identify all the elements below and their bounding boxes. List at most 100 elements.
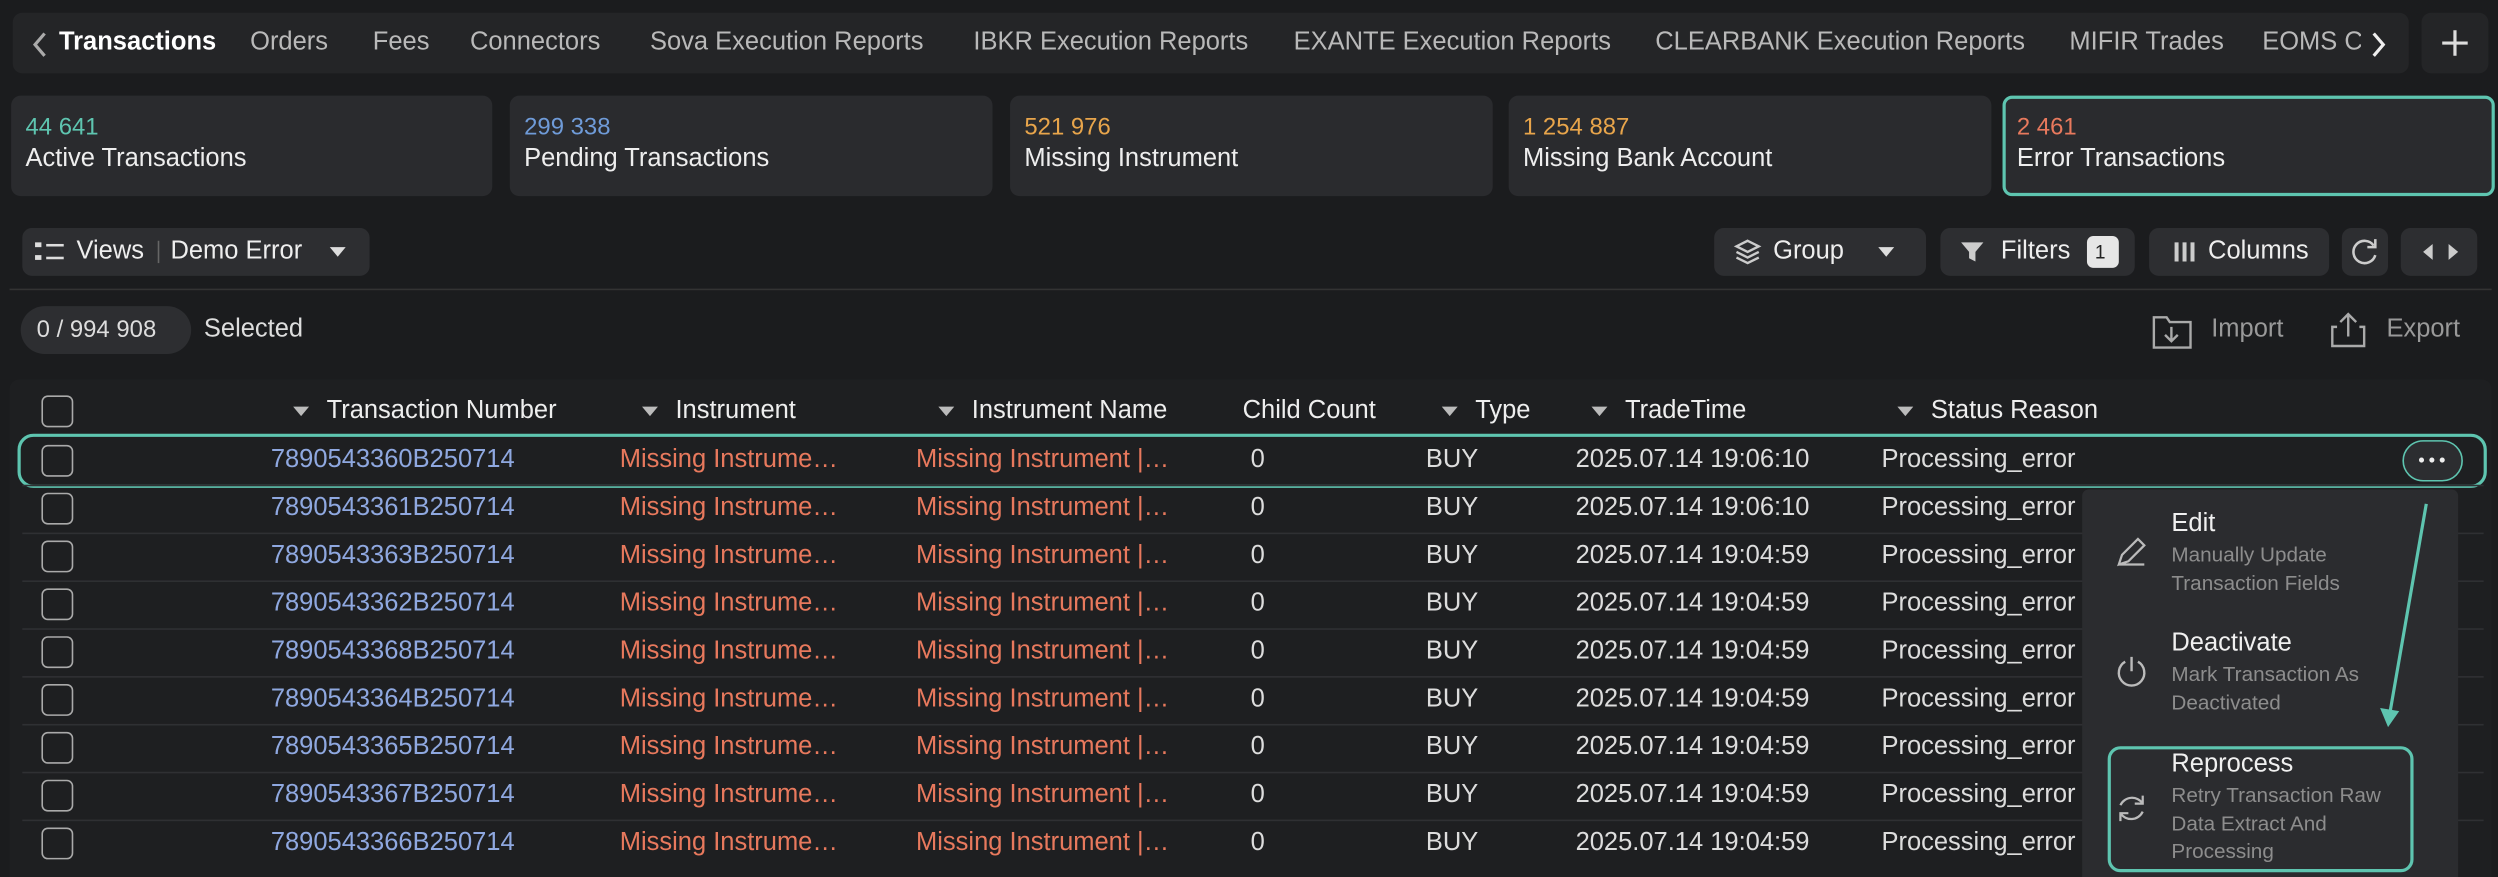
sort-icon[interactable] bbox=[938, 405, 955, 418]
checkbox[interactable] bbox=[41, 779, 74, 812]
menu-item-title[interactable]: Deactivate bbox=[2171, 629, 2292, 657]
cell: 2025.07.14 19:04:59 bbox=[1575, 781, 1810, 809]
tab[interactable]: CLEARBANK Execution Reports bbox=[1655, 30, 2026, 56]
cell: 0 bbox=[1250, 589, 1265, 618]
pager-button[interactable] bbox=[2400, 228, 2478, 276]
add-tab[interactable] bbox=[2421, 12, 2489, 74]
checkbox[interactable] bbox=[41, 636, 74, 669]
cell: 2025.07.14 19:04:59 bbox=[1575, 829, 1810, 857]
column-header[interactable]: Transaction Number bbox=[326, 397, 557, 425]
transaction-link[interactable]: 7890543367B250714 bbox=[270, 781, 515, 809]
transaction-link[interactable]: 7890543362B250714 bbox=[270, 589, 515, 618]
cell: Missing Instrument |… bbox=[916, 781, 1170, 809]
kpi-card[interactable] bbox=[2002, 95, 2495, 197]
column-header[interactable]: Type bbox=[1475, 397, 1531, 425]
row-actions-button[interactable] bbox=[2402, 440, 2463, 482]
checkbox[interactable] bbox=[41, 444, 74, 477]
checkbox[interactable] bbox=[41, 684, 74, 716]
checkbox[interactable] bbox=[41, 588, 74, 621]
toolbar-label: 1 bbox=[2094, 240, 2106, 264]
column-header[interactable]: Status Reason bbox=[1930, 397, 2099, 425]
checkbox[interactable] bbox=[41, 540, 74, 573]
menu-item-description[interactable]: Mark Transaction As Deactivated bbox=[2171, 661, 2360, 714]
transaction-link[interactable]: 7890543361B250714 bbox=[270, 494, 515, 522]
export-button[interactable]: Export bbox=[2386, 315, 2461, 343]
sort-icon[interactable] bbox=[642, 405, 658, 418]
cell: Missing Instrument |… bbox=[916, 733, 1170, 761]
tab[interactable]: Transactions bbox=[58, 30, 217, 56]
cell: BUY bbox=[1425, 781, 1479, 809]
kpi-card[interactable] bbox=[1010, 95, 1493, 197]
row-divider bbox=[22, 771, 2484, 774]
cell: Missing Instrume… bbox=[619, 494, 838, 522]
cell: BUY bbox=[1425, 494, 1479, 522]
edit-icon bbox=[2117, 537, 2146, 567]
kpi-label: Missing Instrument bbox=[1024, 145, 1239, 173]
transaction-link[interactable]: 7890543360B250714 bbox=[270, 446, 515, 474]
transaction-link[interactable]: 7890543364B250714 bbox=[270, 685, 515, 713]
transaction-link[interactable]: 7890543365B250714 bbox=[270, 733, 515, 761]
cell: 2025.07.14 19:06:10 bbox=[1575, 446, 1810, 474]
tab[interactable]: Fees bbox=[372, 30, 430, 56]
export-icon[interactable] bbox=[2329, 311, 2367, 349]
cell: Processing_error bbox=[1881, 589, 2076, 618]
views-button[interactable] bbox=[22, 228, 370, 276]
kpi-card[interactable] bbox=[11, 95, 493, 197]
kpi-label: Active Transactions bbox=[25, 145, 247, 173]
import-icon[interactable] bbox=[2151, 309, 2196, 350]
tabs-left[interactable] bbox=[29, 29, 51, 61]
sort-icon[interactable] bbox=[1441, 405, 1458, 418]
transaction-link[interactable]: 7890543366B250714 bbox=[270, 829, 515, 857]
sort-icon[interactable] bbox=[1591, 405, 1608, 418]
transaction-link[interactable]: 7890543368B250714 bbox=[270, 637, 515, 665]
cell: Processing_error bbox=[1881, 637, 2076, 665]
checkbox[interactable] bbox=[41, 827, 74, 860]
cell: Processing_error bbox=[1881, 733, 2076, 761]
divider bbox=[157, 240, 160, 264]
sort-icon[interactable] bbox=[293, 405, 310, 418]
tab[interactable]: Sova Execution Reports bbox=[649, 30, 924, 56]
columns-button[interactable] bbox=[2149, 228, 2330, 276]
tabs-right[interactable] bbox=[2367, 29, 2389, 61]
kpi-value: 1 254 887 bbox=[1523, 114, 1630, 142]
column-header[interactable]: Instrument Name bbox=[971, 397, 1168, 425]
row-divider bbox=[22, 580, 2484, 582]
menu-item-title[interactable]: Reprocess bbox=[2171, 751, 2294, 779]
menu-item-description[interactable]: Manually Update Transaction Fields bbox=[2171, 542, 2340, 594]
cell: BUY bbox=[1425, 589, 1479, 618]
checkbox[interactable] bbox=[41, 395, 74, 428]
dropdown-icon bbox=[1878, 247, 1895, 257]
tab[interactable]: EXANTE Execution Reports bbox=[1293, 30, 1611, 56]
column-header[interactable]: TradeTime bbox=[1624, 397, 1747, 425]
cell: Processing_error bbox=[1881, 542, 2076, 570]
kpi-label: Missing Bank Account bbox=[1523, 145, 1773, 173]
checkbox[interactable] bbox=[41, 731, 74, 764]
cell: 2025.07.14 19:04:59 bbox=[1575, 733, 1810, 761]
tab[interactable]: Orders bbox=[250, 30, 329, 56]
menu-item-description[interactable]: Retry Transaction Raw Data Extract And P… bbox=[2171, 782, 2381, 863]
column-header[interactable]: Child Count bbox=[1242, 397, 1376, 425]
toolbar-label: Filters bbox=[2000, 237, 2071, 265]
tab[interactable]: Connectors bbox=[469, 30, 601, 56]
refresh-button[interactable] bbox=[2341, 228, 2389, 276]
selection-count: 0 / 994 908 bbox=[36, 316, 157, 344]
tab[interactable]: MIFIR Trades bbox=[2069, 30, 2224, 56]
menu-item-title[interactable]: Edit bbox=[2171, 510, 2216, 538]
cell: Processing_error bbox=[1881, 494, 2076, 522]
kpi-value: 2 461 bbox=[2016, 114, 2077, 142]
cell: BUY bbox=[1425, 637, 1479, 665]
toolbar-label: Views bbox=[76, 237, 145, 265]
tab[interactable]: IBKR Execution Reports bbox=[973, 30, 1249, 56]
cell: 2025.07.14 19:06:10 bbox=[1575, 494, 1810, 522]
cell: Missing Instrume… bbox=[619, 637, 838, 665]
sort-icon[interactable] bbox=[1897, 405, 1914, 418]
column-header[interactable]: Instrument bbox=[675, 397, 796, 425]
checkbox[interactable] bbox=[41, 492, 74, 525]
kpi-card[interactable] bbox=[1508, 95, 1992, 197]
dropdown-icon bbox=[329, 247, 346, 257]
transaction-link[interactable]: 7890543363B250714 bbox=[270, 542, 515, 570]
import-button[interactable]: Import bbox=[2211, 315, 2284, 343]
kpi-card[interactable] bbox=[509, 95, 993, 197]
tab[interactable]: EOMS C bbox=[2262, 30, 2361, 56]
